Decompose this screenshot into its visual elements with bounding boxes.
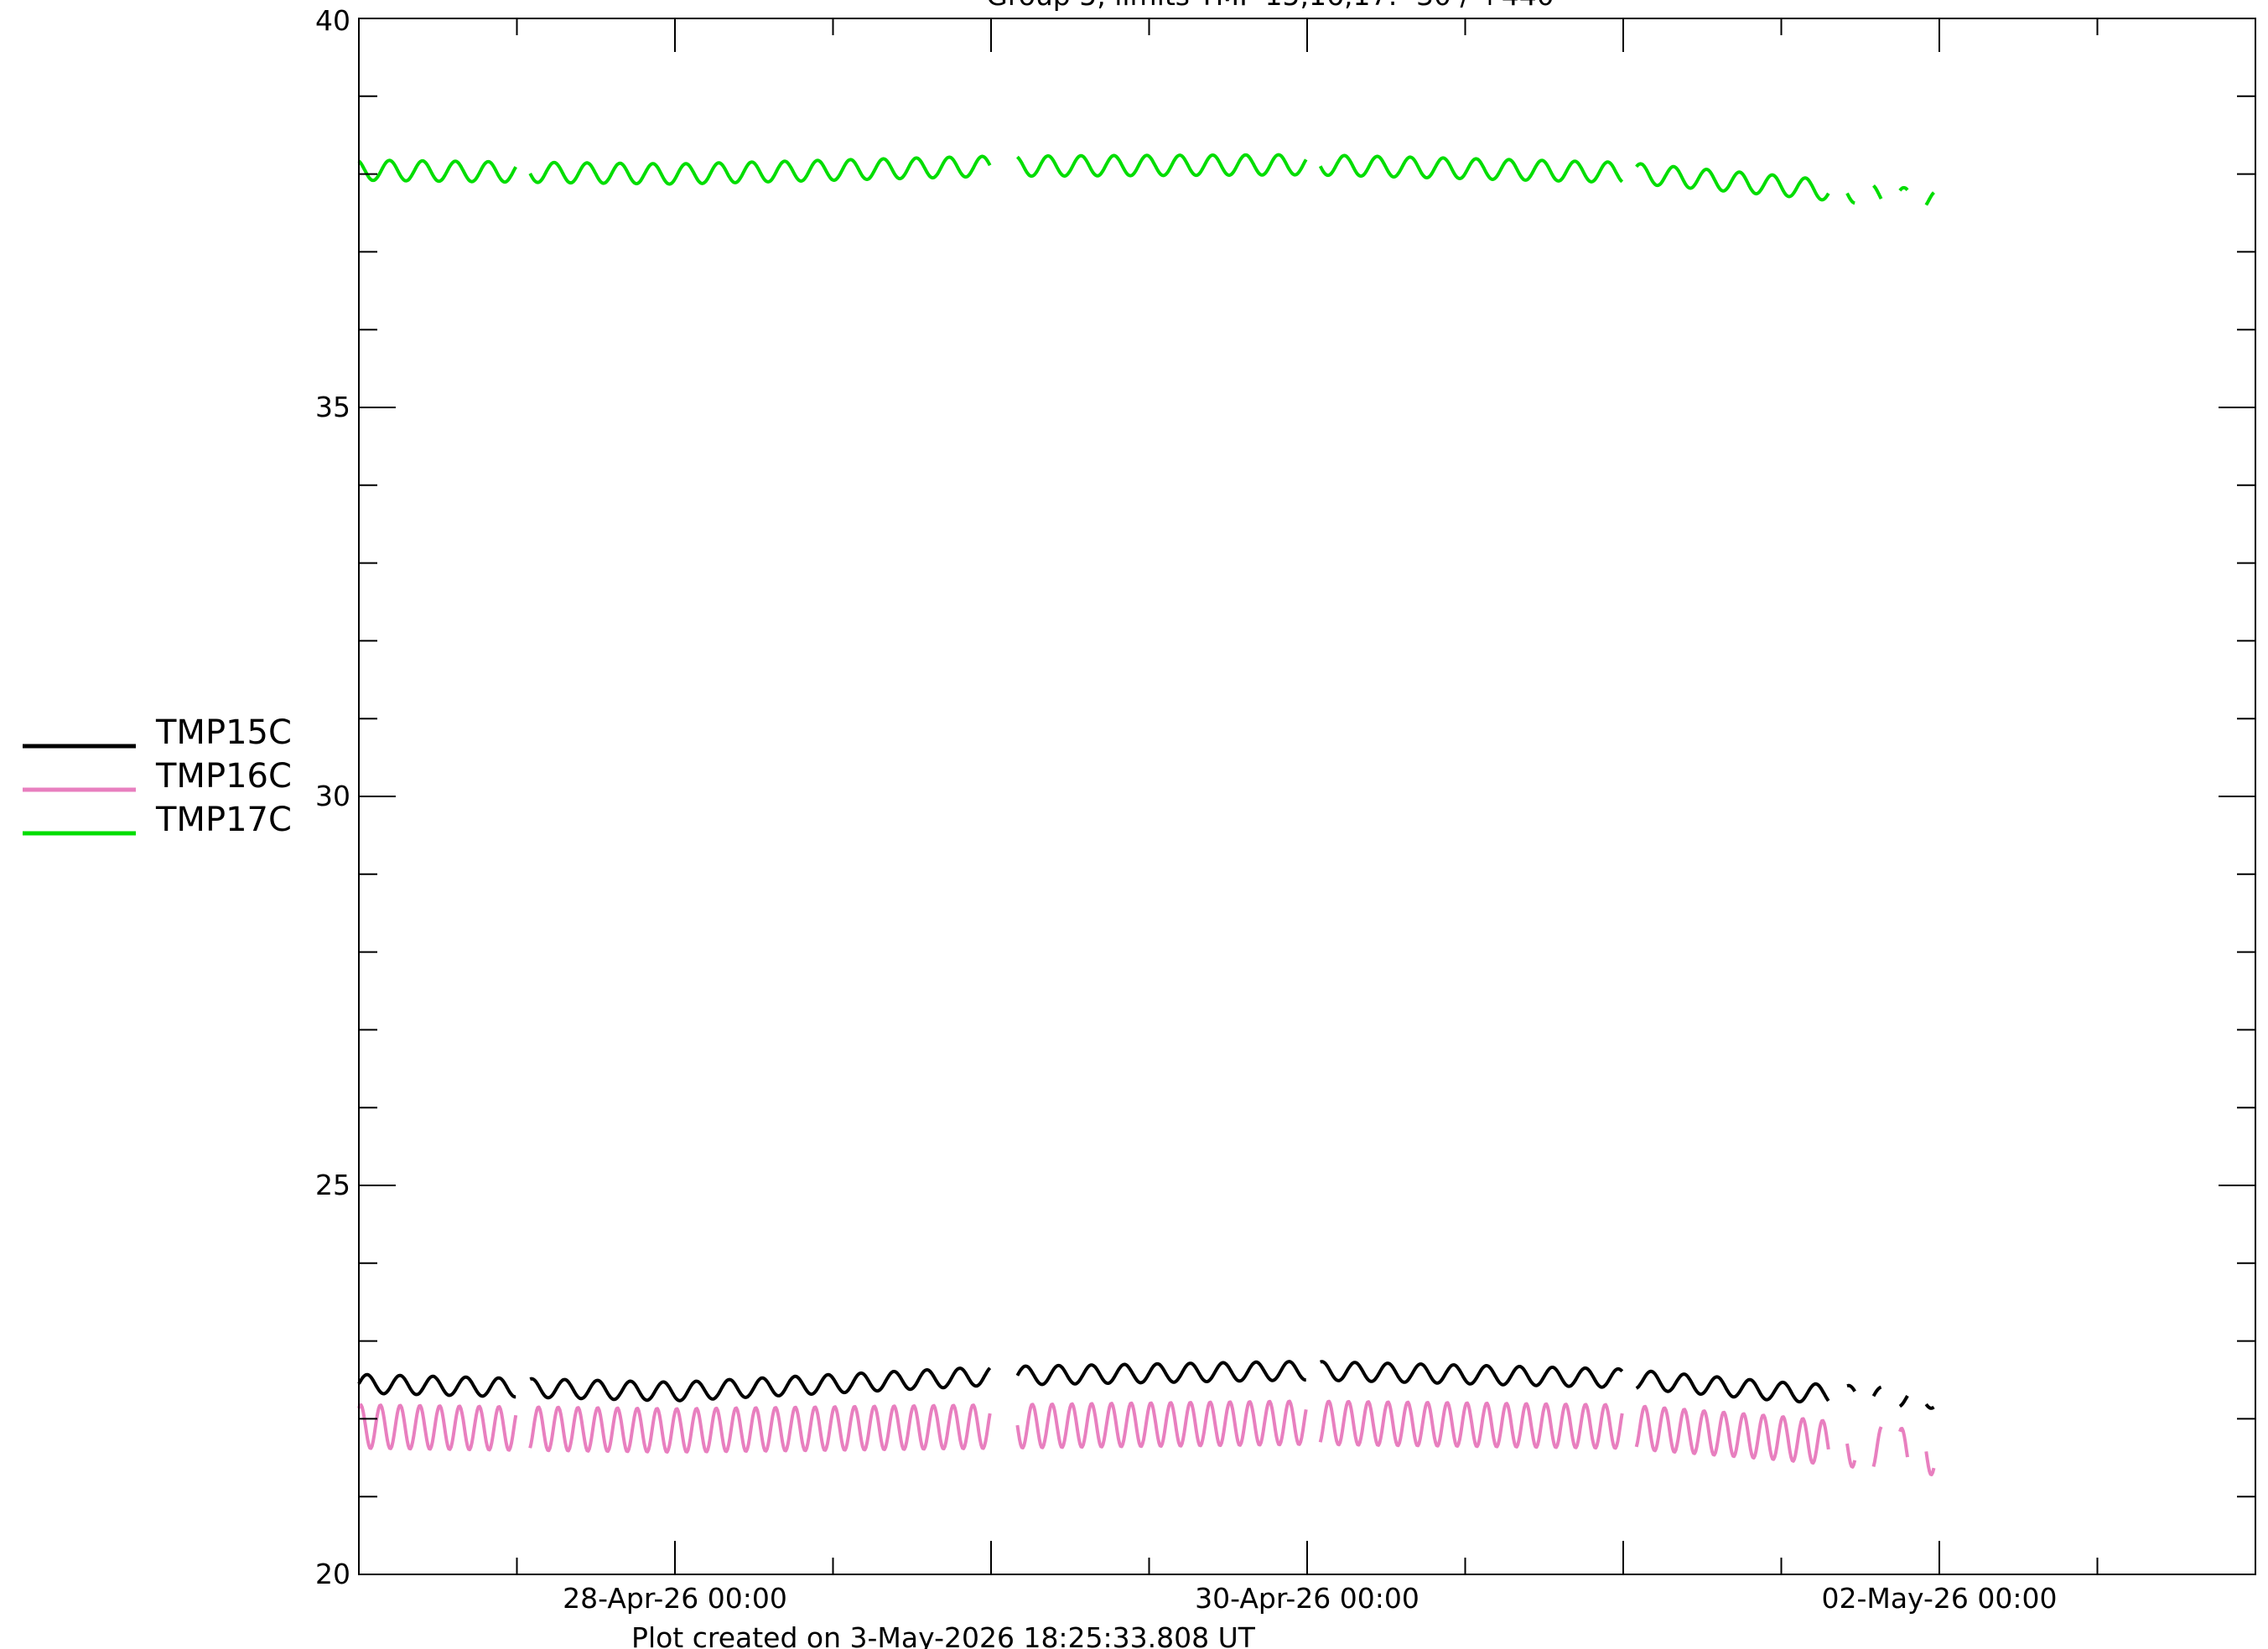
legend-entry: TMP17C — [155, 801, 292, 839]
x-axis: 28-Apr-26 00:00 30-Apr-26 00:00 02-May-26 … — [516, 18, 2099, 1615]
series-line-TMP17C — [528, 154, 992, 186]
series-line-TMP15C — [1924, 1403, 1935, 1410]
series-line-TMP15C — [529, 1366, 992, 1403]
chart-title: Group 5, limits TMP 15,16,17: -30 / +440 — [986, 0, 1554, 12]
series-line-TMP16C — [528, 1403, 992, 1454]
y-tick-label: 35 — [315, 391, 350, 423]
legend-entry: TMP15C — [155, 713, 292, 752]
series-line-TMP17C — [1872, 184, 1883, 200]
series-line-TMP16C — [1318, 1399, 1624, 1450]
series-line-TMP17C — [1924, 191, 1935, 206]
plot-created-footer: Plot created on 3-May-2026 18:25:33.808 … — [631, 1621, 1256, 1649]
series-line-TMP17C — [1635, 162, 1830, 202]
y-tick-label: 25 — [315, 1169, 350, 1201]
series-line-TMP17C — [357, 158, 517, 184]
x-tick-label: 30-Apr-26 00:00 — [1195, 1582, 1419, 1615]
series-line-TMP16C — [1924, 1451, 1936, 1476]
x-tick-label: 02-May-26 00:00 — [1821, 1582, 2057, 1615]
series-line-TMP15C — [1871, 1385, 1882, 1398]
series-line-TMP16C — [1845, 1443, 1857, 1469]
series-line-TMP15C — [1319, 1360, 1624, 1389]
series-line-TMP15C — [357, 1372, 516, 1399]
series-line-TMP17C — [1318, 153, 1624, 184]
y-tick-label: 40 — [315, 4, 350, 37]
series-line-TMP16C — [1871, 1426, 1883, 1467]
y-tick-label: 30 — [315, 780, 350, 812]
legend: TMP15C TMP16C TMP17C — [23, 713, 292, 839]
series-line-TMP15C — [1898, 1395, 1909, 1408]
y-axis: 20 25 30 35 40 — [315, 4, 2255, 1590]
series-layer — [357, 153, 1936, 1476]
series-line-TMP16C — [357, 1403, 518, 1452]
series-line-TMP17C — [1898, 185, 1909, 192]
series-line-TMP15C — [1015, 1360, 1307, 1387]
legend-entry: TMP16C — [155, 757, 292, 796]
series-line-TMP16C — [1015, 1399, 1308, 1449]
series-line-TMP16C — [1634, 1404, 1830, 1465]
series-line-TMP16C — [1898, 1427, 1909, 1458]
series-line-TMP17C — [1845, 192, 1855, 205]
x-tick-label: 28-Apr-26 00:00 — [563, 1582, 787, 1615]
series-line-TMP17C — [1015, 153, 1308, 179]
series-line-TMP15C — [1635, 1369, 1830, 1404]
series-line-TMP15C — [1846, 1383, 1856, 1392]
y-tick-label: 20 — [315, 1558, 350, 1590]
plot-frame — [358, 18, 2256, 1575]
